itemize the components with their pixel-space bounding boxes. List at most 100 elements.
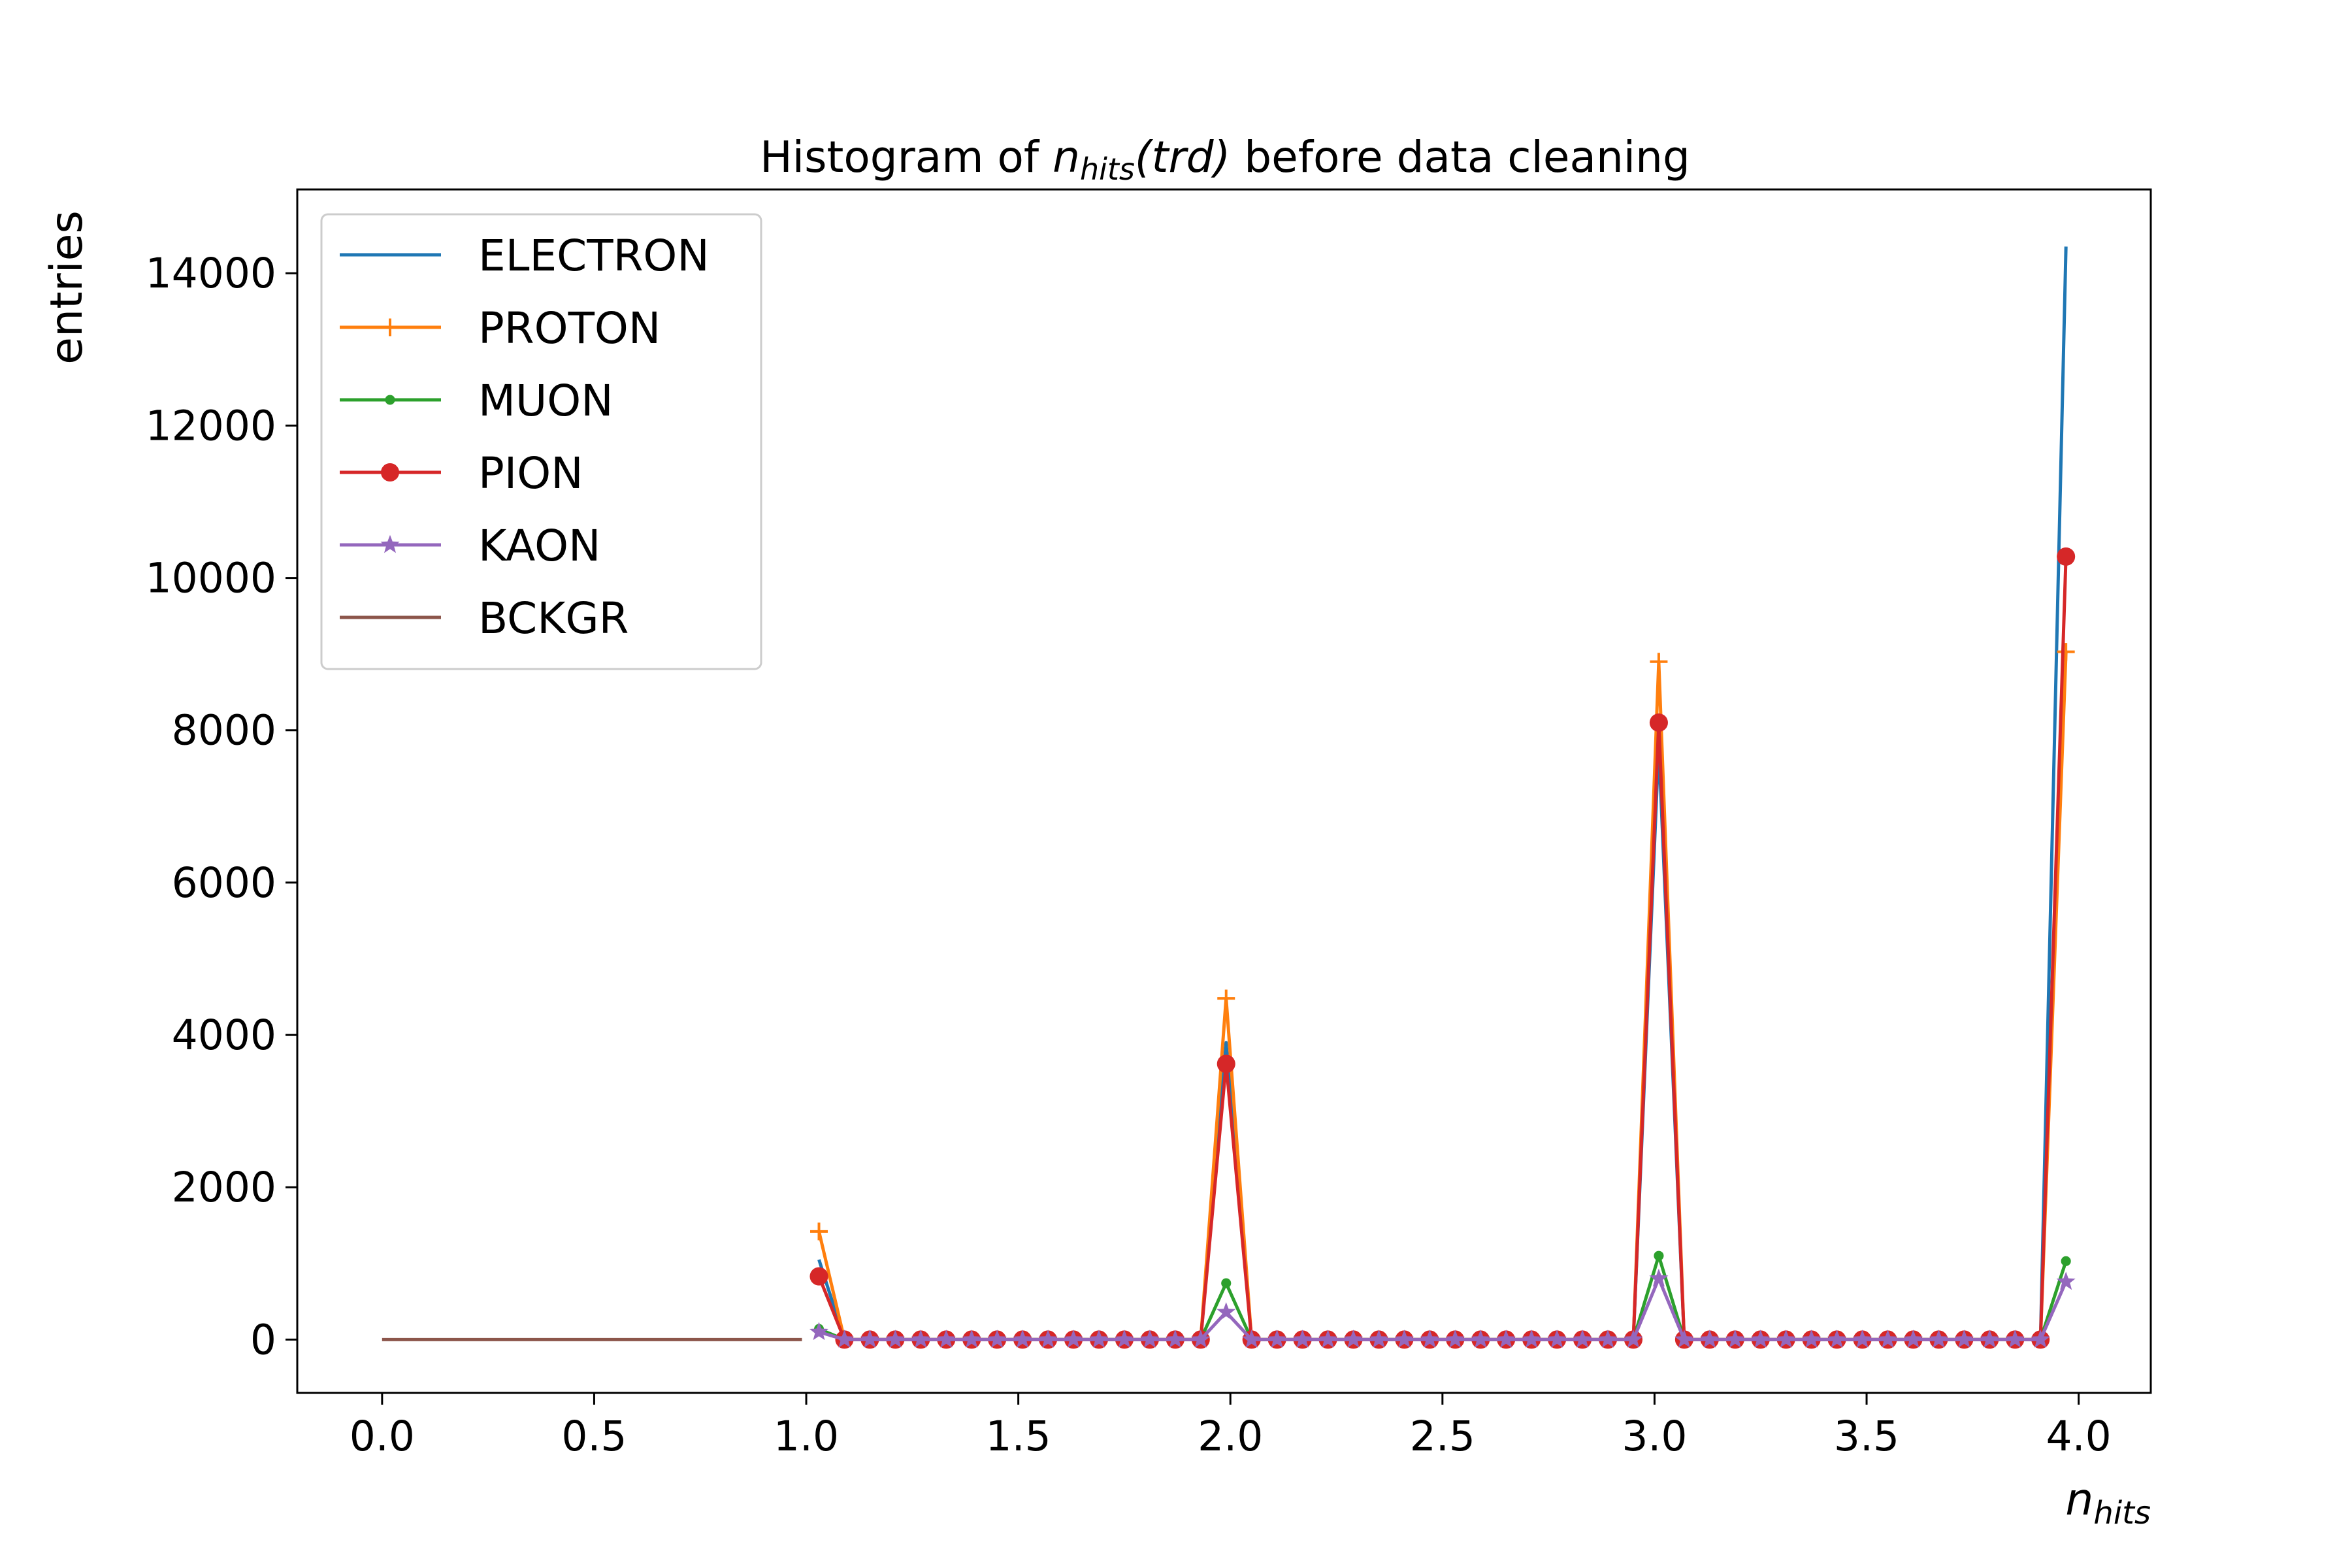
data-point-kaon bbox=[1624, 1330, 1643, 1348]
legend-item-pion: PION bbox=[340, 448, 583, 498]
data-point-kaon bbox=[1598, 1330, 1618, 1348]
series-pion bbox=[809, 547, 2076, 1349]
legend-item-electron: ELECTRON bbox=[340, 231, 710, 281]
data-point-kaon bbox=[2031, 1330, 2050, 1348]
data-point-kaon bbox=[1929, 1330, 1948, 1348]
data-point-pion bbox=[1649, 713, 1668, 732]
x-tick-label: 4.0 bbox=[2046, 1413, 2112, 1460]
data-point-kaon bbox=[885, 1330, 905, 1348]
title-math-arg: (trd) bbox=[1135, 132, 1230, 182]
data-point-kaon bbox=[1547, 1330, 1567, 1348]
series-line-muon bbox=[818, 1254, 2068, 1341]
x-tick-label: 1.5 bbox=[986, 1413, 1051, 1460]
legend-label-electron: ELECTRON bbox=[478, 231, 710, 281]
x-tick-label: 2.0 bbox=[1198, 1413, 1263, 1460]
x-tick-label: 3.5 bbox=[1834, 1413, 1899, 1460]
data-point-kaon bbox=[1903, 1330, 1923, 1348]
data-point-proton bbox=[1217, 989, 1235, 1007]
legend-item-proton: PROTON bbox=[340, 303, 661, 353]
data-point-pion bbox=[809, 1267, 828, 1286]
data-point-kaon bbox=[1853, 1330, 1872, 1348]
axis-layer: 0.0 0.5 1.0 1.5 2.0 2.5 3.0 3.5 4.0 0 2000 4000 6000… bbox=[146, 250, 2112, 1460]
data-point-kaon bbox=[1471, 1330, 1490, 1348]
data-point-kaon bbox=[1700, 1330, 1720, 1348]
data-point-muon bbox=[2061, 1256, 2071, 1266]
data-point-kaon bbox=[1013, 1330, 1032, 1348]
legend-marker-pion bbox=[380, 463, 400, 482]
data-point-kaon bbox=[1166, 1330, 1185, 1348]
series-kaon bbox=[809, 1268, 2076, 1348]
data-point-muon bbox=[1221, 1278, 1232, 1288]
data-point-kaon bbox=[1751, 1330, 1771, 1348]
plot-frame bbox=[296, 188, 2152, 1394]
data-point-kaon bbox=[1140, 1330, 1160, 1348]
data-point-kaon bbox=[1344, 1330, 1364, 1348]
x-tick-label: 2.5 bbox=[1410, 1413, 1475, 1460]
data-point-kaon bbox=[809, 1322, 829, 1341]
legend-item-muon: MUON bbox=[340, 376, 613, 426]
x-tick-label: 0.5 bbox=[561, 1413, 627, 1460]
y-tick-label: 0 bbox=[250, 1316, 276, 1364]
data-point-kaon bbox=[1573, 1330, 1592, 1348]
data-point-kaon bbox=[1267, 1330, 1287, 1348]
series-proton bbox=[810, 643, 2075, 1348]
series-muon bbox=[813, 1250, 2071, 1345]
chart-title: Histogram of nhits(trd) before data clea… bbox=[760, 132, 1690, 187]
title-math-sub: hits bbox=[1080, 152, 1135, 187]
data-point-kaon bbox=[1115, 1330, 1134, 1348]
y-tick-label: 12000 bbox=[146, 402, 276, 449]
x-tick-label: 0.0 bbox=[350, 1413, 415, 1460]
legend: ELECTRON PROTON MUON PION KAON BCKGR bbox=[320, 213, 762, 670]
data-point-kaon bbox=[2056, 1271, 2076, 1290]
data-point-kaon bbox=[1318, 1330, 1338, 1348]
legend-label-pion: PION bbox=[478, 448, 583, 498]
data-point-kaon bbox=[911, 1330, 930, 1348]
x-axis-label: nhits bbox=[2065, 1474, 2151, 1531]
y-tick-label: 6000 bbox=[172, 859, 276, 907]
data-point-kaon bbox=[1522, 1330, 1541, 1348]
y-tick-label: 4000 bbox=[172, 1011, 276, 1059]
legend-marker-muon bbox=[385, 395, 395, 405]
data-point-kaon bbox=[1827, 1330, 1847, 1348]
data-point-muon bbox=[1654, 1250, 1664, 1261]
data-point-kaon bbox=[1217, 1302, 1236, 1320]
legend-item-bckgr: BCKGR bbox=[340, 593, 629, 644]
data-point-kaon bbox=[1980, 1330, 1999, 1348]
series-layer bbox=[382, 246, 2076, 1349]
data-point-kaon bbox=[1445, 1330, 1465, 1348]
data-point-kaon bbox=[1649, 1268, 1669, 1287]
series-line-proton bbox=[817, 651, 2068, 1341]
data-point-proton bbox=[1650, 653, 1668, 671]
title-suffix: before data cleaning bbox=[1230, 132, 1690, 182]
legend-label-proton: PROTON bbox=[478, 303, 661, 353]
data-point-kaon bbox=[1089, 1330, 1109, 1348]
data-point-kaon bbox=[2005, 1330, 2025, 1348]
y-tick-label: 8000 bbox=[172, 707, 276, 755]
data-point-kaon bbox=[1725, 1330, 1745, 1348]
data-point-kaon bbox=[1776, 1330, 1796, 1348]
legend-label-bckgr: BCKGR bbox=[478, 593, 629, 644]
y-axis-label: entries bbox=[41, 210, 93, 365]
series-electron bbox=[817, 246, 2068, 1341]
data-point-kaon bbox=[1674, 1330, 1694, 1348]
data-point-kaon bbox=[1038, 1330, 1058, 1348]
x-tick-label: 1.0 bbox=[774, 1413, 839, 1460]
data-point-kaon bbox=[860, 1330, 879, 1348]
data-point-proton bbox=[2057, 643, 2075, 661]
data-point-kaon bbox=[1394, 1330, 1414, 1348]
legend-label-kaon: KAON bbox=[478, 521, 600, 571]
data-point-kaon bbox=[1369, 1330, 1388, 1348]
data-point-kaon bbox=[1496, 1330, 1516, 1348]
legend-marker-kaon bbox=[380, 534, 400, 553]
title-prefix: Histogram of bbox=[760, 132, 1053, 182]
x-tick-label: 3.0 bbox=[1622, 1413, 1687, 1460]
data-point-kaon bbox=[1191, 1330, 1211, 1348]
x-axis-label-base: n bbox=[2065, 1474, 2093, 1526]
legend-marker-proton bbox=[381, 318, 399, 336]
legend-item-kaon: KAON bbox=[340, 521, 600, 571]
data-point-kaon bbox=[1064, 1330, 1083, 1348]
data-point-proton bbox=[810, 1222, 828, 1241]
data-point-pion bbox=[2057, 547, 2076, 566]
data-point-kaon bbox=[1878, 1330, 1897, 1348]
